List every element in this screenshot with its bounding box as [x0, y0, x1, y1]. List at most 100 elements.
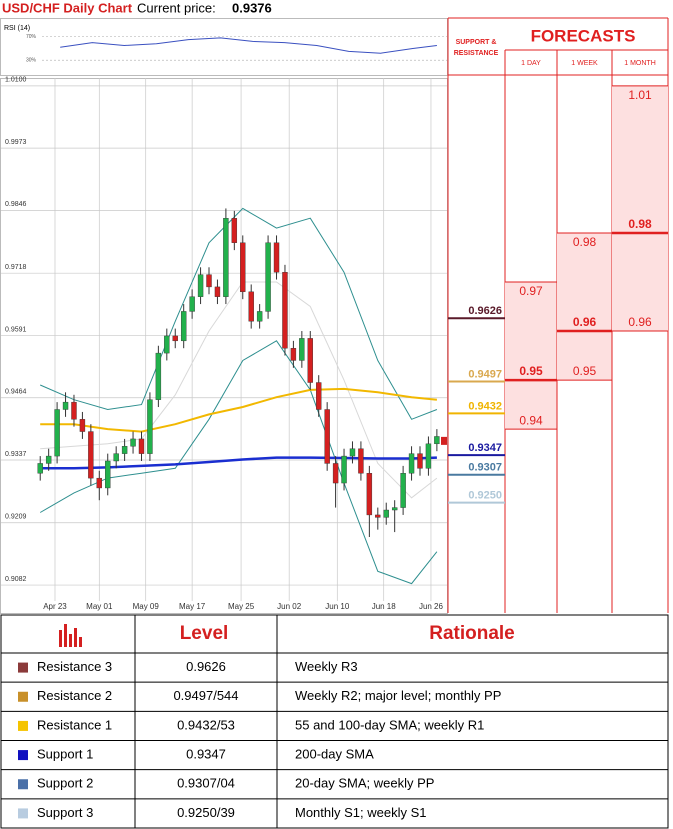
table-cell: Monthly S1; weekly S1 [295, 805, 427, 820]
candle-body [231, 218, 238, 243]
level-label: 0.9626 [468, 305, 502, 317]
candle-body [130, 438, 136, 447]
table-frame [0, 614, 669, 829]
level-label: 0.9250 [468, 490, 502, 502]
table-cell: 20-day SMA; weekly PP [295, 776, 434, 791]
candle-body [223, 218, 229, 297]
y-tick-label: 0.9718 [5, 264, 27, 271]
forecast-label: 0.95 [519, 364, 543, 378]
x-tick-label: Jun 26 [419, 602, 444, 611]
candle-body [88, 431, 94, 479]
table-cell: Weekly R2; major level; monthly PP [295, 688, 501, 703]
forecast-label: 0.95 [573, 364, 597, 378]
rsi-label: RSI (14) [4, 25, 30, 32]
forecast-col-label: 1 MONTH [624, 60, 656, 67]
candle-body [214, 286, 221, 297]
levels-title: SUPPORT & [456, 39, 497, 46]
table-icon [59, 624, 82, 647]
current-price-marker [441, 436, 447, 445]
table-cell: 0.9307/04 [177, 776, 235, 791]
levels-title: RESISTANCE [454, 50, 499, 57]
x-tick-label: Jun 18 [372, 602, 397, 611]
table-cell: Weekly R3 [295, 659, 358, 674]
table-header: Level [180, 623, 229, 644]
candle-body [113, 453, 119, 462]
current-price: 0.9376 [232, 0, 272, 15]
candle-body [105, 460, 111, 489]
rsi-tick-label: 30% [26, 58, 37, 64]
candle-body [400, 473, 406, 508]
candle-body [172, 335, 178, 342]
table-cell: Resistance 3 [37, 659, 112, 674]
candle-body [71, 401, 77, 420]
candle-body [147, 399, 153, 454]
candle-body [54, 409, 60, 457]
candle-body [282, 271, 288, 349]
candle-body [408, 453, 415, 474]
forecast-label: 0.94 [519, 413, 543, 427]
candle-body [273, 242, 280, 273]
candle-body [256, 311, 263, 322]
table-cell: 55 and 100-day SMA; weekly R1 [295, 717, 484, 732]
candle-body [391, 507, 398, 511]
level-label: 0.9432 [468, 400, 502, 412]
candle-body [332, 463, 339, 484]
candle-body [37, 463, 43, 474]
forecasts-title: FORECASTS [531, 26, 636, 45]
candle-body [316, 382, 322, 410]
candle-body [425, 443, 432, 469]
level-swatch [18, 779, 28, 790]
forecast-label: 0.96 [628, 315, 652, 329]
x-tick-label: Apr 23 [43, 602, 67, 611]
candle-body [265, 242, 271, 312]
level-label: 0.9307 [468, 462, 502, 474]
candle-body [206, 274, 212, 288]
y-tick-label: 1.0100 [5, 77, 27, 84]
table-cell: Support 3 [37, 805, 93, 820]
x-tick-label: May 09 [133, 602, 160, 611]
candle-body [79, 419, 86, 432]
candle-body [349, 448, 356, 457]
table-cell: Resistance 2 [37, 688, 112, 703]
candle-body [96, 477, 102, 489]
forecast-label: 0.96 [573, 315, 597, 329]
y-tick-label: 0.9846 [5, 201, 27, 208]
y-tick-label: 0.9337 [5, 451, 27, 458]
table-cell: Resistance 1 [37, 717, 112, 732]
candle-body [366, 473, 373, 516]
candle-body [383, 509, 389, 518]
candle-body [248, 291, 254, 322]
forecast-range [505, 281, 557, 430]
candle-body [434, 436, 440, 445]
table-cell: 0.9250/39 [177, 805, 235, 820]
y-tick-label: 0.9209 [5, 514, 27, 521]
level-swatch [18, 720, 28, 731]
candle-body [45, 455, 52, 464]
x-tick-label: Jun 02 [277, 602, 302, 611]
candle-body [324, 409, 330, 464]
candle-body [155, 352, 162, 400]
y-tick-label: 0.9082 [5, 576, 27, 583]
chart-title: USD/CHF Daily Chart [2, 0, 133, 15]
y-tick-label: 0.9973 [5, 139, 27, 146]
candle-body [189, 296, 195, 312]
table-header: Rationale [429, 623, 515, 644]
candle-body [197, 274, 204, 297]
forecast-label: 0.98 [573, 235, 597, 249]
table-cell: Support 2 [37, 776, 93, 791]
table-cell: 0.9497/544 [173, 688, 238, 703]
rsi-panel [0, 18, 448, 76]
candle-body [341, 455, 347, 484]
candle-body [290, 347, 297, 361]
table-cell: 0.9432/53 [177, 717, 235, 732]
level-swatch [18, 662, 28, 673]
x-tick-label: May 25 [228, 602, 255, 611]
overlay-line [40, 207, 438, 420]
y-tick-label: 0.9464 [5, 389, 27, 396]
forecast-range [612, 85, 668, 332]
forecast-col-label: 1 DAY [521, 60, 541, 67]
forecast-label: 0.98 [628, 217, 652, 231]
candle-body [307, 338, 313, 383]
level-swatch [18, 750, 28, 761]
